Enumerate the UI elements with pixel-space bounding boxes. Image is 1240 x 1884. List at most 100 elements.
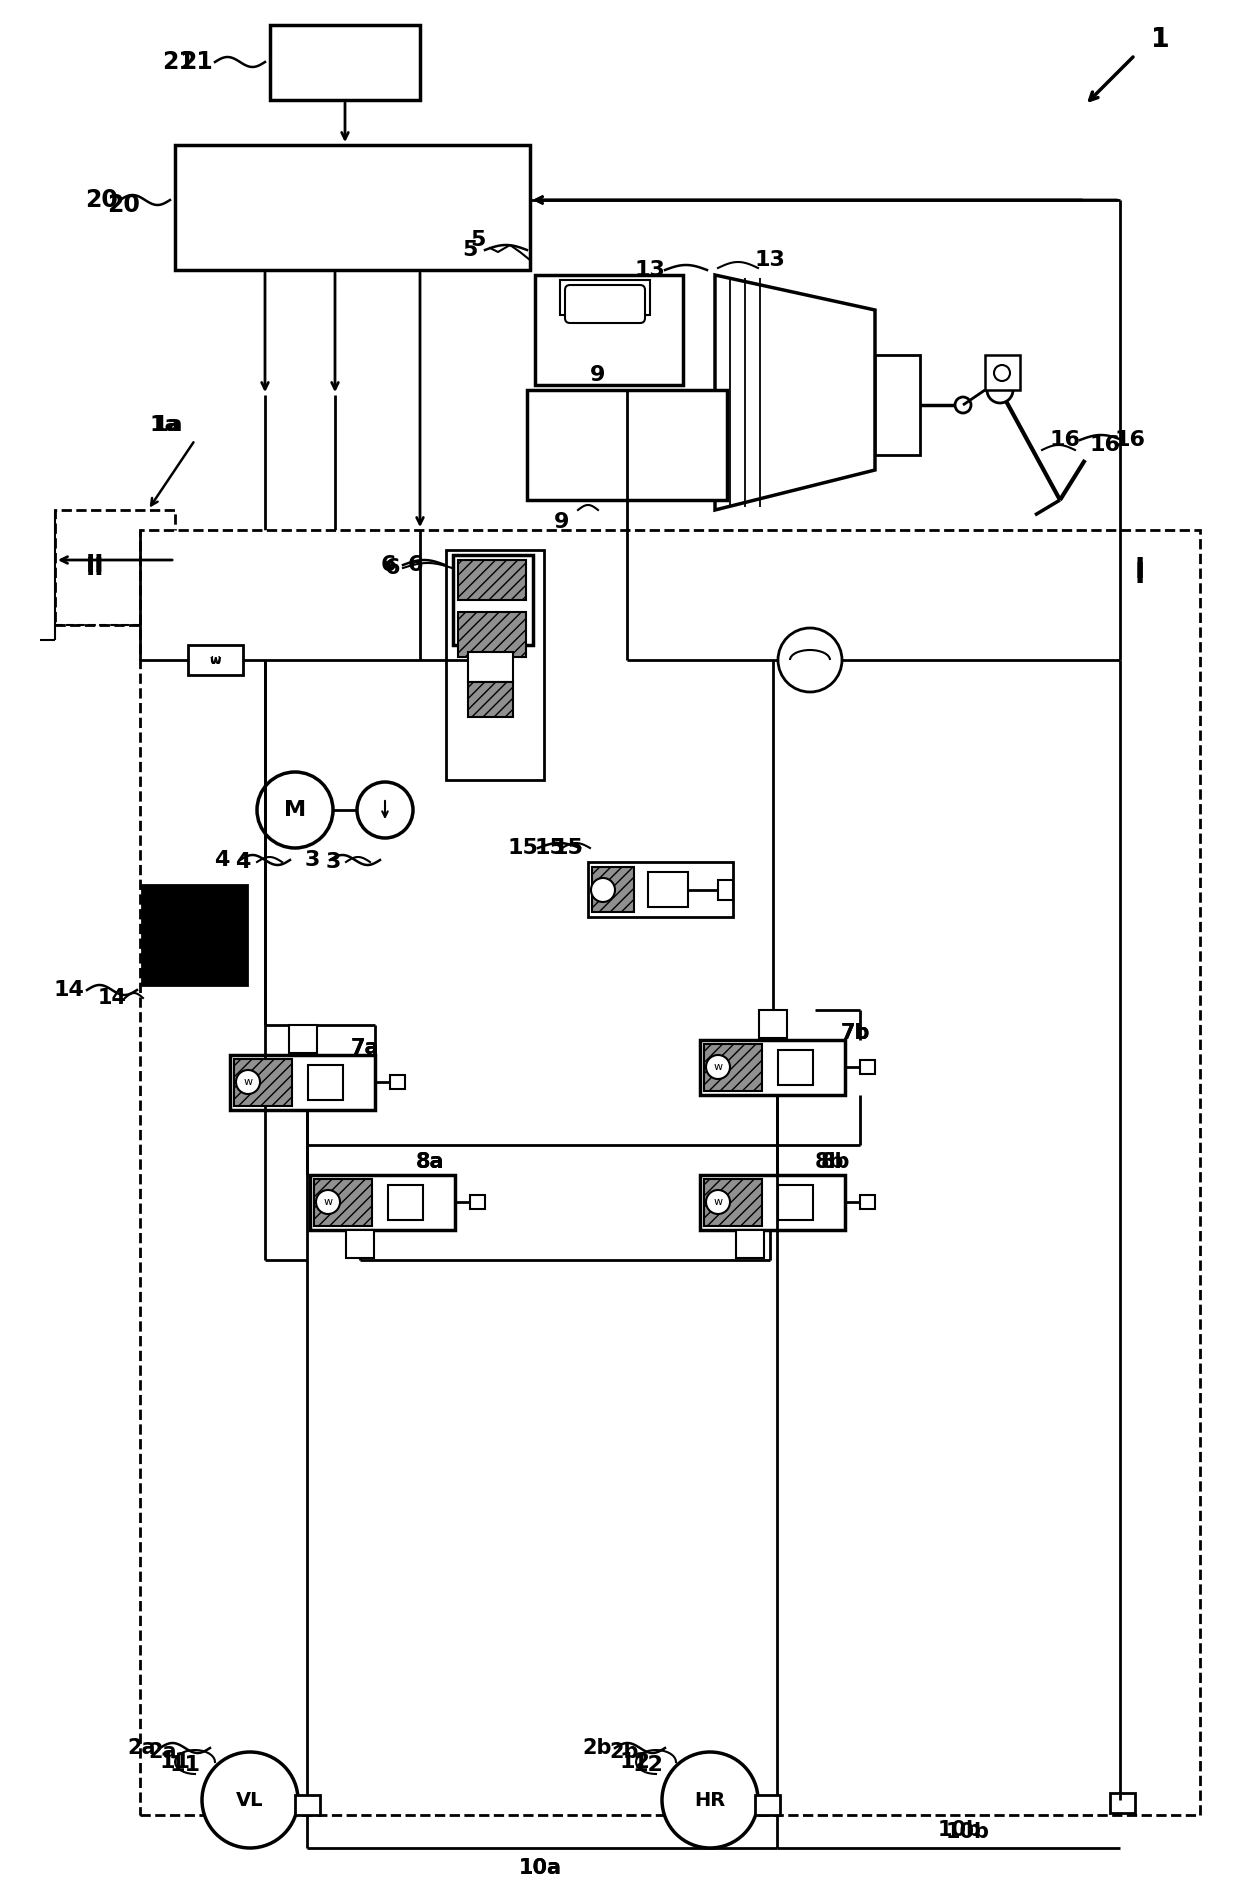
Bar — [458, 612, 526, 658]
Text: 11: 11 — [160, 1752, 191, 1773]
Text: 21: 21 — [181, 51, 213, 73]
Bar — [391, 1076, 405, 1089]
Text: 3: 3 — [304, 850, 320, 870]
Text: HR: HR — [694, 1790, 725, 1809]
Text: 12: 12 — [620, 1752, 651, 1773]
Text: 20: 20 — [107, 192, 140, 217]
FancyBboxPatch shape — [565, 284, 645, 322]
Bar — [289, 1025, 317, 1053]
Bar — [704, 1044, 763, 1091]
Bar — [560, 281, 650, 315]
Bar — [718, 880, 733, 901]
Text: 5: 5 — [463, 239, 477, 260]
Bar — [861, 1194, 875, 1210]
Circle shape — [706, 1055, 730, 1080]
Bar — [534, 275, 683, 384]
Text: 8b: 8b — [821, 1151, 851, 1172]
Text: II: II — [86, 556, 104, 580]
Bar — [759, 1010, 787, 1038]
Bar — [755, 1795, 780, 1814]
Text: 6: 6 — [381, 556, 396, 575]
Text: 10a: 10a — [518, 1858, 562, 1878]
Bar — [527, 390, 727, 499]
Text: w: w — [210, 654, 221, 667]
Text: 16: 16 — [1049, 430, 1080, 450]
Text: M: M — [284, 801, 306, 820]
Text: 21: 21 — [162, 51, 195, 73]
Text: 13: 13 — [635, 260, 666, 281]
Polygon shape — [715, 275, 875, 511]
Text: 8b: 8b — [815, 1151, 844, 1172]
Circle shape — [316, 1191, 340, 1213]
Bar — [861, 1061, 875, 1074]
Circle shape — [236, 1070, 260, 1095]
Bar — [188, 644, 243, 674]
Text: 2b: 2b — [609, 1743, 639, 1762]
Bar — [346, 1230, 374, 1259]
Text: w: w — [324, 1196, 332, 1208]
Text: 3: 3 — [325, 852, 341, 872]
Text: 9: 9 — [590, 365, 605, 384]
Text: 7a: 7a — [351, 1038, 379, 1059]
Bar — [314, 1179, 372, 1226]
Text: 4: 4 — [236, 852, 250, 872]
Text: II: II — [86, 554, 104, 577]
Circle shape — [591, 878, 615, 902]
Bar — [777, 1185, 813, 1221]
Circle shape — [202, 1752, 298, 1848]
Bar — [875, 354, 920, 456]
Text: I: I — [1135, 556, 1145, 584]
Text: 9: 9 — [554, 512, 569, 531]
Bar — [270, 24, 420, 100]
Text: 8a: 8a — [415, 1151, 444, 1172]
Text: 8a: 8a — [415, 1151, 444, 1172]
Text: 5: 5 — [470, 230, 486, 251]
Bar — [229, 1055, 374, 1110]
Text: 15: 15 — [534, 838, 565, 857]
Text: I: I — [1135, 561, 1145, 590]
Bar — [140, 529, 1200, 1814]
Bar — [777, 1049, 813, 1085]
Text: 10b: 10b — [937, 1820, 982, 1841]
Text: ω: ω — [210, 654, 221, 667]
Bar — [55, 511, 175, 625]
Text: 15: 15 — [553, 838, 584, 857]
Text: 1: 1 — [1151, 26, 1169, 53]
Circle shape — [994, 365, 1011, 381]
Bar — [649, 872, 688, 906]
Bar — [701, 1040, 844, 1095]
Circle shape — [706, 1191, 730, 1213]
Text: 7b: 7b — [841, 1023, 869, 1044]
Bar — [467, 682, 513, 718]
Bar — [591, 867, 634, 912]
Text: 2a: 2a — [149, 1743, 177, 1762]
Text: VL: VL — [237, 1790, 264, 1809]
Bar — [985, 354, 1021, 390]
Bar — [295, 1795, 320, 1814]
Text: 16: 16 — [1090, 435, 1121, 456]
Circle shape — [662, 1752, 758, 1848]
Bar — [234, 1059, 291, 1106]
Bar — [175, 145, 529, 269]
Bar — [704, 1179, 763, 1226]
Text: 1: 1 — [1151, 26, 1169, 53]
Text: 20: 20 — [86, 188, 119, 213]
Text: 10b: 10b — [946, 1822, 990, 1843]
Text: 13: 13 — [755, 251, 785, 269]
Text: 1a: 1a — [153, 414, 184, 435]
Text: 16: 16 — [1115, 430, 1146, 450]
Bar — [701, 1176, 844, 1230]
Text: 2a: 2a — [128, 1739, 156, 1758]
Bar — [588, 863, 733, 918]
Text: 6: 6 — [384, 558, 399, 578]
Bar — [467, 652, 513, 682]
Bar — [310, 1176, 455, 1230]
Circle shape — [955, 398, 971, 413]
Bar — [737, 1230, 764, 1259]
Text: 15: 15 — [507, 838, 538, 857]
Bar — [453, 556, 533, 644]
Circle shape — [357, 782, 413, 838]
Bar — [446, 550, 544, 780]
Text: 14: 14 — [53, 980, 84, 1000]
Circle shape — [257, 772, 334, 848]
